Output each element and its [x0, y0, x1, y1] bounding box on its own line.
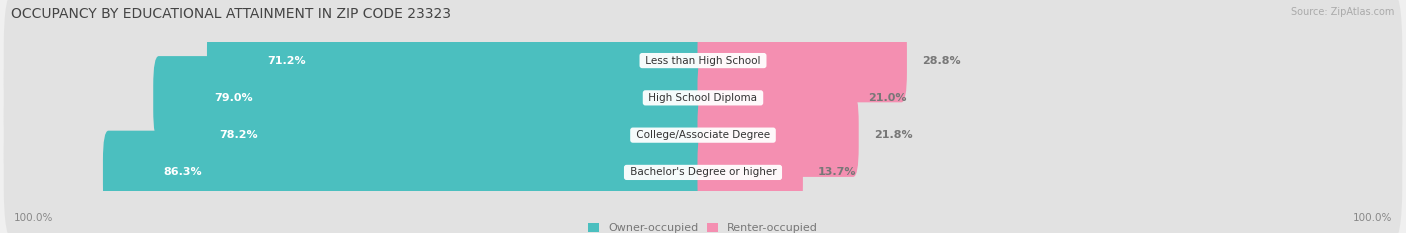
Text: 21.8%: 21.8% [875, 130, 912, 140]
FancyBboxPatch shape [103, 131, 709, 214]
FancyBboxPatch shape [697, 131, 803, 214]
Text: High School Diploma: High School Diploma [645, 93, 761, 103]
Text: 78.2%: 78.2% [219, 130, 257, 140]
Text: 100.0%: 100.0% [1353, 213, 1392, 223]
Text: 79.0%: 79.0% [214, 93, 253, 103]
FancyBboxPatch shape [207, 19, 709, 102]
Text: Less than High School: Less than High School [643, 56, 763, 65]
Text: OCCUPANCY BY EDUCATIONAL ATTAINMENT IN ZIP CODE 23323: OCCUPANCY BY EDUCATIONAL ATTAINMENT IN Z… [11, 7, 451, 21]
Text: 13.7%: 13.7% [818, 168, 856, 177]
FancyBboxPatch shape [697, 19, 907, 102]
Text: 100.0%: 100.0% [14, 213, 53, 223]
FancyBboxPatch shape [4, 103, 1402, 233]
FancyBboxPatch shape [153, 56, 709, 140]
FancyBboxPatch shape [697, 56, 853, 140]
Legend: Owner-occupied, Renter-occupied: Owner-occupied, Renter-occupied [583, 218, 823, 233]
Text: 21.0%: 21.0% [869, 93, 907, 103]
Text: 86.3%: 86.3% [163, 168, 202, 177]
Text: 71.2%: 71.2% [267, 56, 307, 65]
Text: Source: ZipAtlas.com: Source: ZipAtlas.com [1291, 7, 1395, 17]
Text: College/Associate Degree: College/Associate Degree [633, 130, 773, 140]
FancyBboxPatch shape [159, 93, 709, 177]
Text: 28.8%: 28.8% [922, 56, 960, 65]
Text: Bachelor's Degree or higher: Bachelor's Degree or higher [627, 168, 779, 177]
FancyBboxPatch shape [4, 28, 1402, 167]
FancyBboxPatch shape [4, 66, 1402, 205]
FancyBboxPatch shape [4, 0, 1402, 130]
FancyBboxPatch shape [697, 93, 859, 177]
